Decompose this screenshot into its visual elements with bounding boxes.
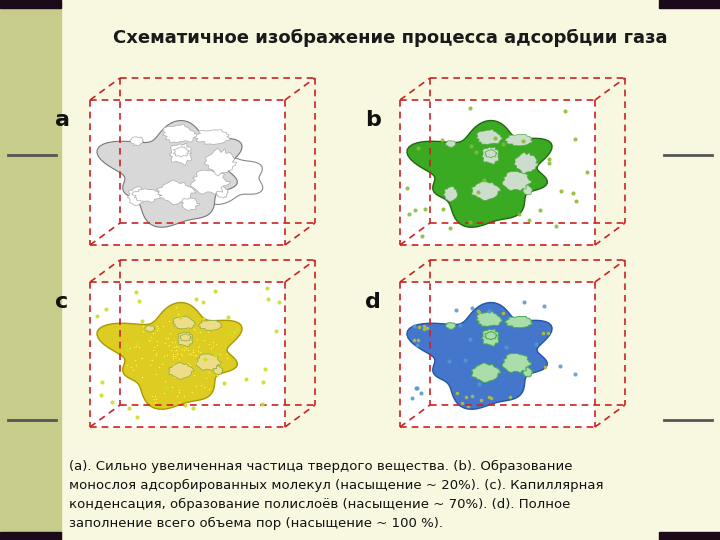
Polygon shape bbox=[485, 332, 497, 340]
Bar bbox=[400, 282, 595, 427]
Polygon shape bbox=[472, 363, 501, 383]
Polygon shape bbox=[130, 137, 144, 146]
Polygon shape bbox=[444, 187, 458, 201]
Polygon shape bbox=[168, 362, 194, 379]
Text: b: b bbox=[365, 110, 381, 130]
Polygon shape bbox=[127, 187, 146, 206]
Polygon shape bbox=[505, 134, 532, 146]
Polygon shape bbox=[407, 302, 552, 409]
Polygon shape bbox=[503, 171, 532, 191]
Polygon shape bbox=[446, 140, 456, 147]
Polygon shape bbox=[446, 322, 456, 329]
Polygon shape bbox=[482, 147, 499, 165]
Polygon shape bbox=[477, 129, 502, 145]
Polygon shape bbox=[204, 148, 237, 176]
Polygon shape bbox=[145, 326, 155, 332]
Polygon shape bbox=[214, 366, 223, 375]
Polygon shape bbox=[169, 143, 192, 165]
Polygon shape bbox=[514, 152, 539, 174]
Text: d: d bbox=[365, 292, 381, 312]
Polygon shape bbox=[485, 150, 497, 158]
Polygon shape bbox=[505, 316, 532, 328]
Polygon shape bbox=[472, 181, 501, 200]
Polygon shape bbox=[503, 353, 532, 373]
Polygon shape bbox=[194, 130, 230, 144]
Polygon shape bbox=[173, 316, 195, 329]
Bar bbox=[0, 0, 61, 540]
Polygon shape bbox=[407, 120, 552, 227]
Text: Схематичное изображение процесса адсорбции газа: Схематичное изображение процесса адсорбц… bbox=[113, 29, 667, 47]
Bar bbox=[0, 0, 61, 8]
Text: a: a bbox=[55, 110, 70, 130]
Polygon shape bbox=[132, 189, 162, 202]
Text: (a). Сильно увеличенная частица твердого вещества. (b). Образование
монослоя адс: (a). Сильно увеличенная частица твердого… bbox=[69, 460, 603, 530]
Polygon shape bbox=[177, 332, 193, 347]
Polygon shape bbox=[482, 329, 499, 347]
Polygon shape bbox=[156, 180, 196, 205]
Bar bbox=[659, 0, 720, 8]
Polygon shape bbox=[191, 170, 230, 194]
Polygon shape bbox=[216, 185, 229, 198]
Polygon shape bbox=[180, 334, 191, 341]
Bar bbox=[659, 532, 720, 540]
Bar bbox=[90, 100, 285, 245]
Polygon shape bbox=[523, 185, 533, 195]
Bar bbox=[0, 532, 61, 540]
Polygon shape bbox=[97, 120, 242, 227]
Bar bbox=[90, 282, 285, 427]
Polygon shape bbox=[97, 302, 242, 409]
Polygon shape bbox=[198, 320, 222, 330]
Polygon shape bbox=[174, 146, 189, 157]
Bar bbox=[400, 100, 595, 245]
Polygon shape bbox=[201, 157, 263, 205]
Polygon shape bbox=[181, 198, 200, 211]
Polygon shape bbox=[477, 311, 502, 327]
Polygon shape bbox=[163, 124, 197, 143]
Text: c: c bbox=[55, 292, 68, 312]
Polygon shape bbox=[196, 354, 222, 370]
Polygon shape bbox=[523, 367, 533, 377]
